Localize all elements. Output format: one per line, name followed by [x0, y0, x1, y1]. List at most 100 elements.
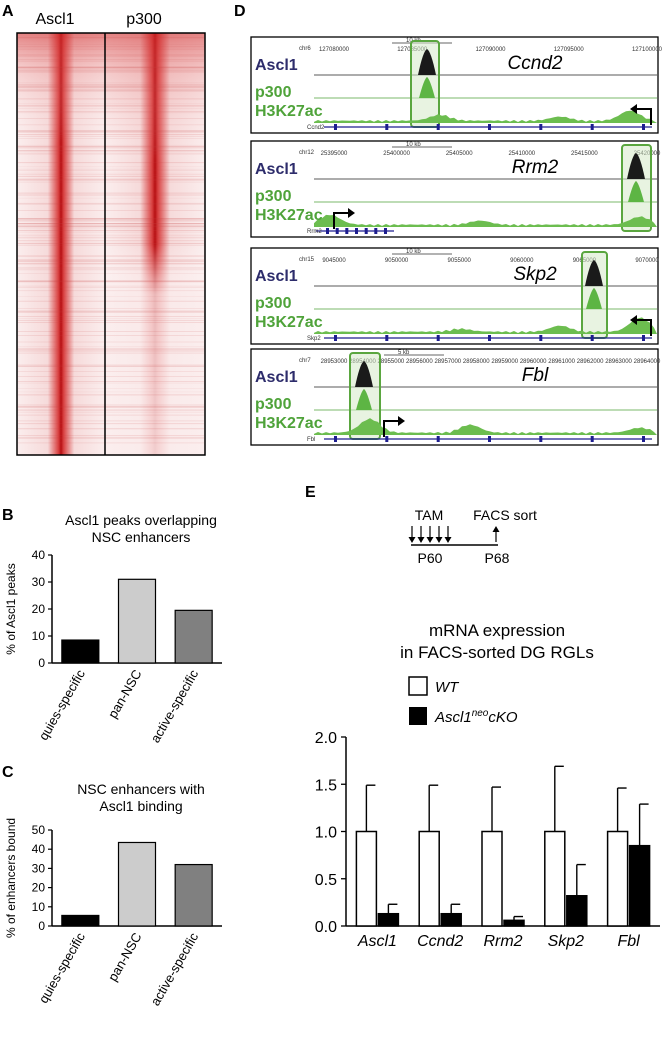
heatmap-streak: [18, 320, 204, 321]
heatmap-streak: [18, 202, 204, 204]
chart-b-y-tick-label: 40: [32, 548, 46, 562]
heatmap-streak: [18, 347, 204, 349]
heatmap-streak: [18, 70, 204, 71]
heatmap-streak: [18, 71, 204, 73]
coordinate-tick: 28960000: [520, 359, 547, 365]
heatmap-streak: [18, 350, 204, 352]
gene-model-exon: [488, 124, 491, 130]
chart-b-x-tick-label: active-specific: [147, 667, 201, 746]
heatmap-streak: [18, 168, 204, 170]
chart-b-bar-quies-specific: [61, 639, 100, 664]
heatmap-streak: [18, 364, 204, 366]
heatmap-streak: [18, 44, 204, 45]
transcript-label: Skp2: [307, 336, 321, 342]
chart-c-bar-pan-nsc: [117, 841, 157, 927]
h3k27ac-signal: [314, 214, 657, 227]
browser-track-frame: [250, 36, 659, 134]
heatmap-streak: [18, 262, 204, 264]
heatmap-streak: [18, 135, 204, 137]
heatmap-streak: [18, 36, 204, 38]
coordinate-tick: 25410000: [508, 151, 535, 157]
heatmap-streak: [18, 166, 204, 168]
heatmap-streak: [18, 226, 204, 228]
chart-b-y-tick-label: 30: [32, 575, 46, 589]
gene-model-exon: [334, 335, 337, 341]
track-label-ascl1: Ascl1: [255, 57, 298, 74]
tss-arrow: [635, 319, 652, 336]
legend-cko-superscript: neo: [472, 708, 489, 719]
gene-name: Rrm2: [512, 157, 559, 178]
chart-c-y-tick-label: 0: [38, 919, 45, 933]
coordinate-tick: 9070000: [635, 258, 659, 264]
h3k27ac-signal: [314, 110, 657, 123]
heatmap-streak: [18, 280, 204, 281]
p300-peak: [419, 77, 435, 98]
heatmap-streak: [18, 194, 204, 196]
gene-model-exon: [374, 228, 378, 234]
heatmap-col-label-p300: p300: [126, 11, 162, 28]
p300-peak: [628, 181, 644, 202]
heatmap-streak: [18, 406, 204, 408]
chart-e-x-tick-label: Skp2: [548, 933, 585, 950]
coordinate-tick: 127095000: [554, 47, 585, 53]
timeline-tam-label: TAM: [415, 507, 444, 523]
track-label-ascl1: Ascl1: [255, 161, 298, 178]
heatmap-streak: [18, 312, 204, 313]
heatmap-streak: [18, 112, 204, 114]
chart-e-bar-skp2-wt: [544, 830, 566, 927]
heatmap-streak: [18, 90, 204, 92]
heatmap-streak: [18, 130, 204, 132]
heatmap-streak: [18, 290, 204, 292]
panel-b-title-line2: NSC enhancers: [92, 529, 191, 545]
heatmap-streak: [18, 437, 204, 439]
heatmap-streak: [18, 181, 204, 183]
chrom-label: chr15: [299, 257, 315, 263]
heatmap-streak: [18, 70, 204, 72]
coordinate-tick: 28957000: [434, 359, 461, 365]
chart-e-x-tick-label: Ascl1: [357, 933, 397, 950]
heatmap-streak: [18, 179, 204, 181]
gene-name: Ccnd2: [508, 53, 563, 74]
heatmap-streak: [18, 442, 204, 444]
heatmap-streak: [18, 341, 204, 343]
heatmap-streak: [18, 240, 204, 241]
chart-e-bar-ccnd2-wt: [418, 830, 440, 927]
panel-b-letter: B: [2, 507, 14, 524]
heatmap-streak: [18, 218, 204, 220]
chart-e-bar-rrm2-cko: [503, 919, 525, 927]
heatmap-streak: [18, 225, 204, 227]
heatmap-streak: [18, 162, 204, 164]
tam-arrowhead: [408, 537, 416, 543]
heatmap-streak: [18, 266, 204, 268]
gene-model-exon: [539, 124, 543, 130]
gene-model-exon: [335, 228, 339, 234]
scale-bar-label: 10 kb: [406, 249, 421, 255]
chart-c-bar-quies-specific: [61, 914, 100, 927]
heatmap-streak: [18, 437, 204, 438]
heatmap-streak: [18, 428, 204, 430]
heatmap-streak: [18, 223, 204, 225]
track-label-h3k27ac: H3K27ac: [255, 415, 323, 432]
heatmap-streak: [18, 322, 204, 323]
heatmap-streak: [18, 55, 204, 57]
heatmap-streak: [18, 86, 204, 87]
heatmap-streak: [18, 382, 204, 384]
chart-e-y-tick-label: 2.0: [315, 730, 337, 747]
heatmap-streak: [18, 138, 204, 139]
heatmap-streak: [18, 376, 204, 377]
chart-e-x-tick-label: Ccnd2: [417, 933, 463, 950]
chart-c-y-label: % of enhancers bound: [4, 818, 18, 938]
heatmap-streak: [18, 435, 204, 436]
coordinate-tick: 28959000: [491, 359, 518, 365]
panel-c-title-line2: Ascl1 binding: [99, 798, 182, 814]
chart-e-bar-ascl1-wt: [355, 830, 378, 927]
heatmap-streak: [18, 420, 204, 422]
timeline-p60-label: P60: [418, 550, 443, 566]
heatmap-streak: [18, 144, 204, 146]
panel-e-title-line2: in FACS-sorted DG RGLs: [400, 643, 594, 662]
ascl1-peak: [355, 361, 373, 387]
heatmap-streak: [18, 414, 204, 416]
tam-arrowhead: [426, 537, 434, 543]
tss-arrowhead: [398, 416, 405, 426]
heatmap-noise: [18, 36, 204, 444]
